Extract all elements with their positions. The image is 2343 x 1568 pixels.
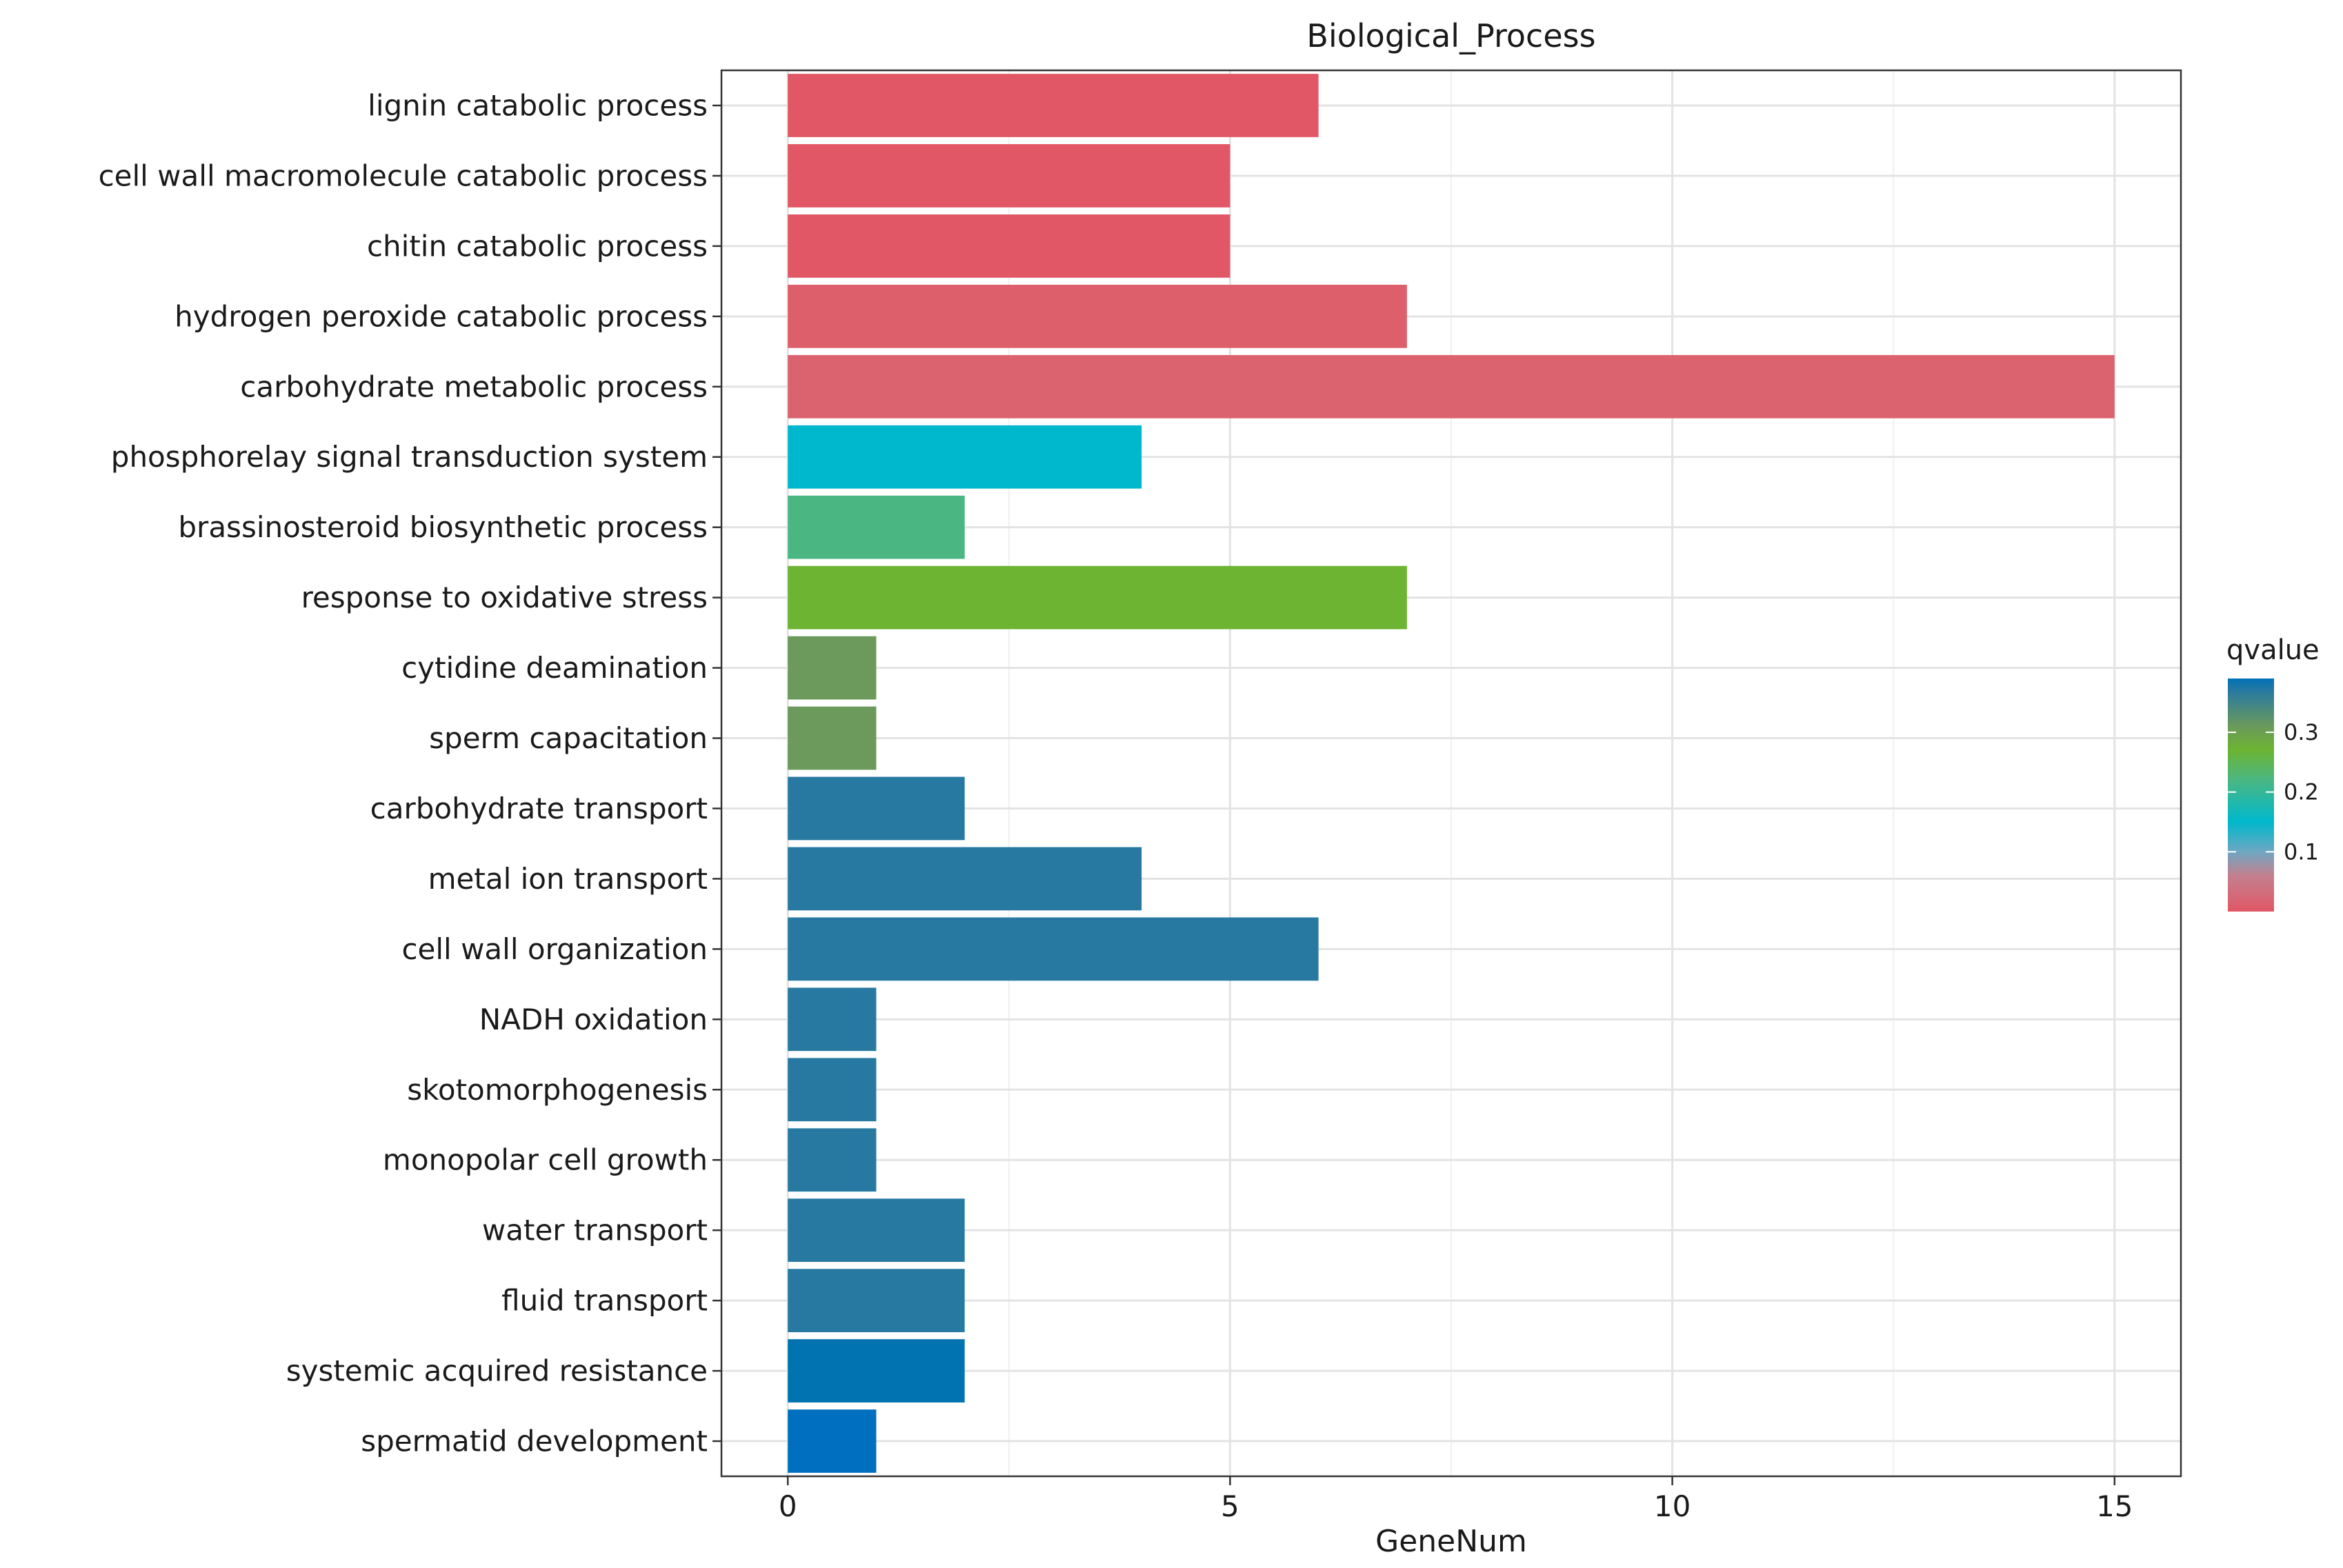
legend-tick-label: 0.3 [2284,719,2319,745]
bar [788,1339,965,1403]
y-tick-label: systemic acquired resistance [286,1354,708,1388]
y-tick-label: sperm capacitation [429,721,708,755]
y-tick-label: water transport [482,1214,708,1247]
bar [788,495,965,559]
bar [788,636,877,700]
y-tick-label: fluid transport [501,1284,708,1318]
y-tick-label: lignin catabolic process [368,88,708,122]
y-tick-label: chitin catabolic process [367,229,708,263]
y-tick-label: monopolar cell growth [383,1143,708,1177]
y-tick-label: phosphorelay signal transduction system [111,440,708,474]
bar [788,987,877,1052]
chart-title: Biological_Process [1306,17,1595,54]
y-tick-label: hydrogen peroxide catabolic process [175,299,708,333]
y-axis: lignin catabolic process cell wall macrom… [99,88,721,1458]
bar [788,847,1142,911]
x-tick-label: 5 [1221,1489,1239,1523]
qvalue-legend: qvalue 0.1 0.2 0.3 [2226,634,2320,912]
y-tick-label: cell wall organization [401,932,708,966]
bar [788,214,1230,278]
bar [788,1409,877,1473]
bar [788,425,1142,489]
bar [788,144,1230,208]
bar [788,917,1319,981]
bar [788,74,1319,137]
y-tick-label: brassinosteroid biosynthetic process [178,510,708,544]
y-tick-label: cell wall macromolecule catabolic proces… [99,159,708,192]
legend-tick-label: 0.1 [2284,838,2319,865]
bar [788,284,1407,348]
bar [788,565,1407,630]
bars [788,74,2115,1473]
x-tick-label: 15 [2096,1489,2133,1523]
y-tick-label: carbohydrate transport [370,792,708,825]
bar [788,1058,877,1122]
x-tick-label: 0 [779,1489,797,1523]
y-tick-label: spermatid development [361,1425,708,1458]
plot-border [720,69,2182,1478]
legend-ticks: 0.1 0.2 0.3 [2228,719,2319,865]
x-tick-label: 10 [1654,1489,1691,1523]
y-tick-label: NADH oxidation [479,1003,708,1036]
y-tick-label: carbohydrate metabolic process [240,370,708,403]
bar [788,1269,965,1333]
y-tick-label: cytidine deamination [401,651,708,685]
legend-tick-label: 0.2 [2284,779,2319,805]
y-tick-label: metal ion transport [428,862,708,896]
bar [788,354,2115,419]
bar [788,1198,965,1263]
y-tick-label: skotomorphogenesis [407,1073,708,1107]
bar [788,706,877,770]
x-axis: 0 5 10 15 [779,1476,2133,1523]
x-axis-label: GeneNum [1375,1524,1527,1559]
legend-colorbar [2228,679,2274,912]
y-tick-label: response to oxidative stress [301,581,708,614]
bar [788,776,965,841]
legend-title: qvalue [2226,634,2320,666]
bar [788,1128,877,1192]
